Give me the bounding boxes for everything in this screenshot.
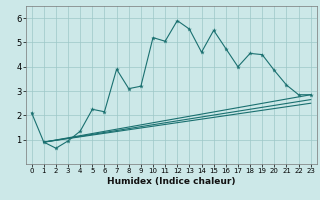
X-axis label: Humidex (Indice chaleur): Humidex (Indice chaleur) xyxy=(107,177,236,186)
